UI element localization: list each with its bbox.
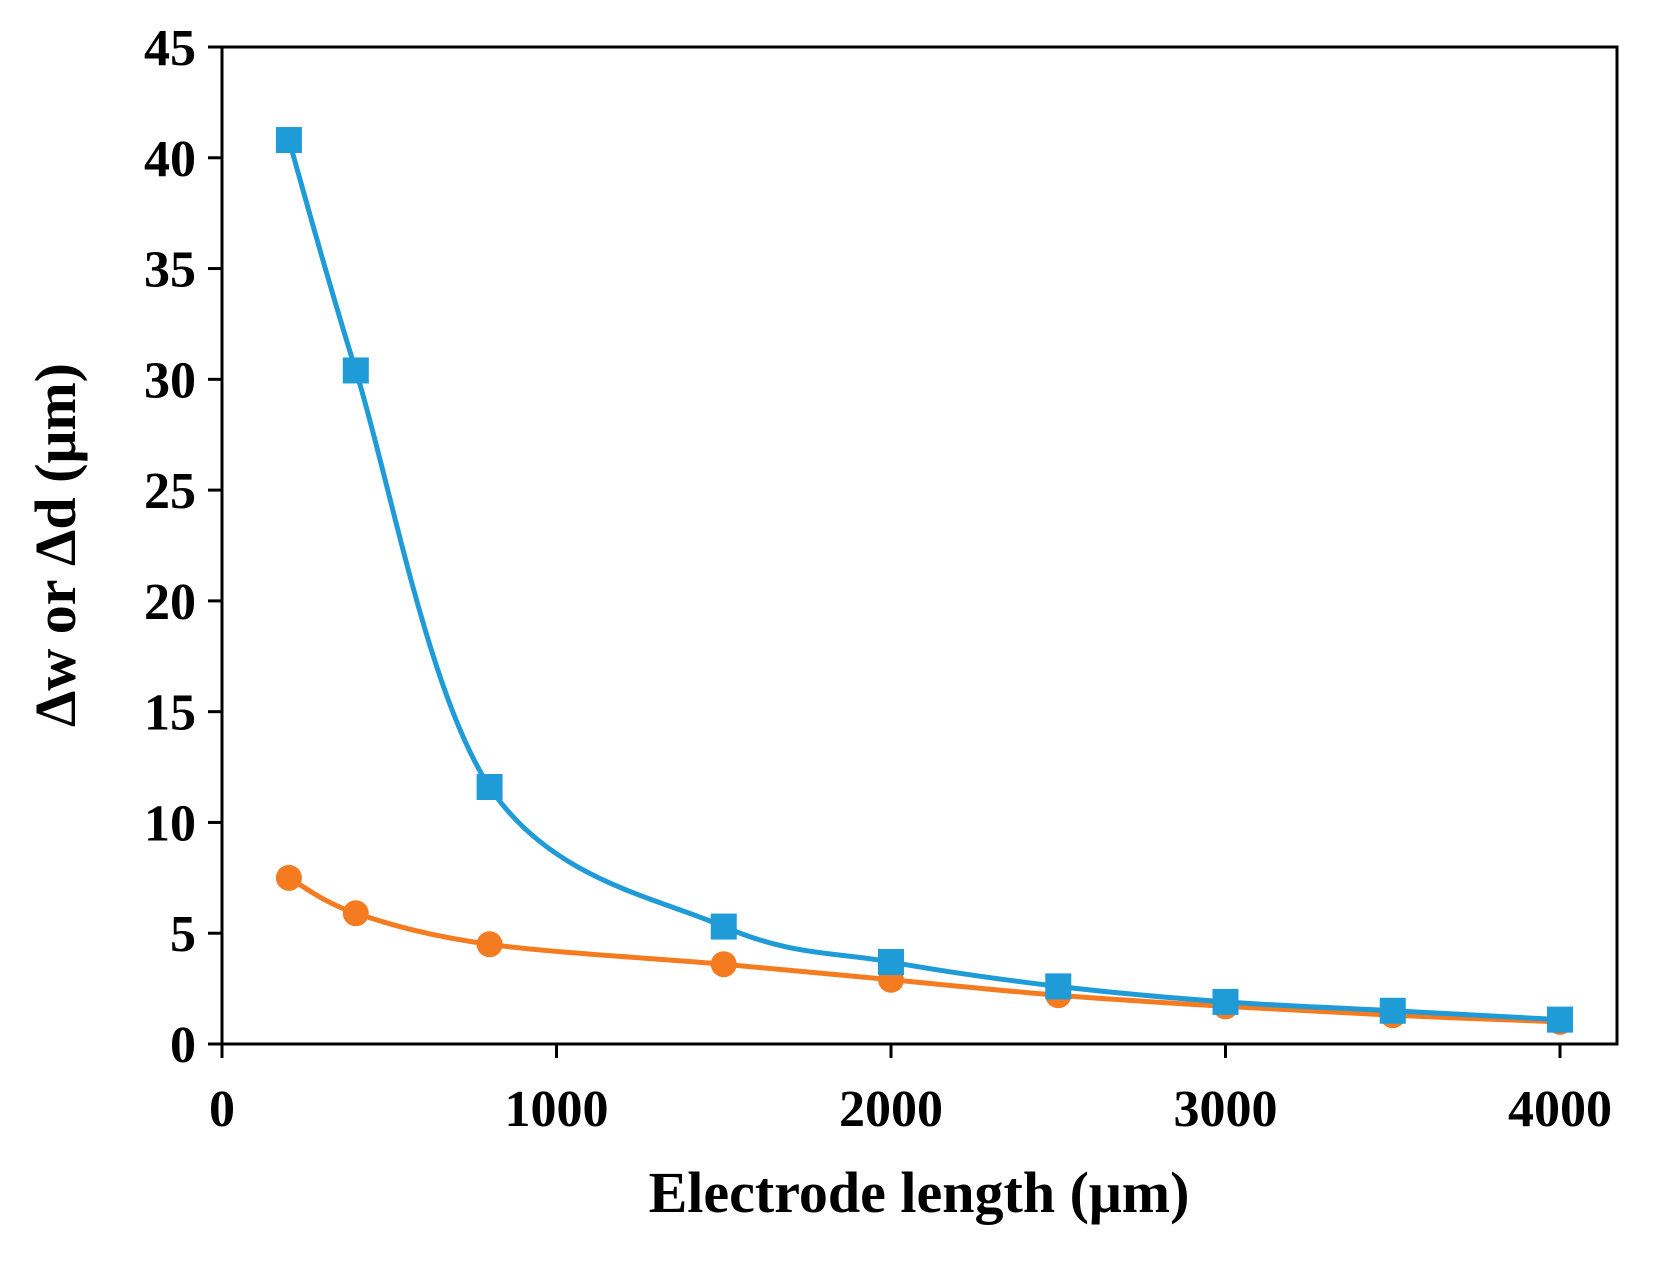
y-axis-title: Δw or Δd (μm) xyxy=(23,363,88,727)
x-axis-ticks: 0 1000 2000 3000 4000 xyxy=(209,1044,1612,1138)
x-tick-label: 1000 xyxy=(505,1081,609,1138)
data-point-square xyxy=(1547,1006,1573,1033)
data-point-square xyxy=(476,773,503,800)
y-tick-label: 10 xyxy=(144,795,196,852)
x-tick-label: 4000 xyxy=(1508,1081,1612,1138)
y-tick-label: 45 xyxy=(144,20,196,77)
series-line xyxy=(286,137,1563,1023)
data-point-square xyxy=(878,949,904,976)
data-point-square xyxy=(1212,988,1239,1015)
x-axis-title: Electrode length (μm) xyxy=(649,1160,1190,1225)
y-tick-label: 0 xyxy=(170,1017,196,1074)
data-point-circle xyxy=(710,951,737,978)
y-tick-label: 20 xyxy=(144,574,196,631)
data-point-square xyxy=(275,127,302,154)
y-axis-ticks: 0 5 10 15 20 25 30 35 40 45 xyxy=(144,20,222,1074)
x-tick-label: 2000 xyxy=(839,1081,943,1138)
data-point-circle xyxy=(275,864,302,891)
plot-area xyxy=(220,45,1619,1046)
y-tick-label: 35 xyxy=(144,242,196,299)
data-point-circle xyxy=(342,900,369,927)
series-delta-w xyxy=(275,127,1573,1033)
y-tick-label: 15 xyxy=(144,685,196,742)
data-point-square xyxy=(342,357,369,384)
series-layer xyxy=(275,127,1573,1035)
y-tick-label: 25 xyxy=(144,463,196,520)
data-point-square xyxy=(710,913,737,940)
x-tick-label: 3000 xyxy=(1174,1081,1278,1138)
y-tick-label: 40 xyxy=(144,131,196,188)
y-tick-label: 5 xyxy=(170,906,196,963)
y-tick-label: 30 xyxy=(144,352,196,409)
data-point-circle xyxy=(476,931,503,958)
data-point-square xyxy=(1379,997,1406,1024)
x-tick-label: 0 xyxy=(209,1081,235,1138)
data-point-square xyxy=(1045,973,1072,1000)
